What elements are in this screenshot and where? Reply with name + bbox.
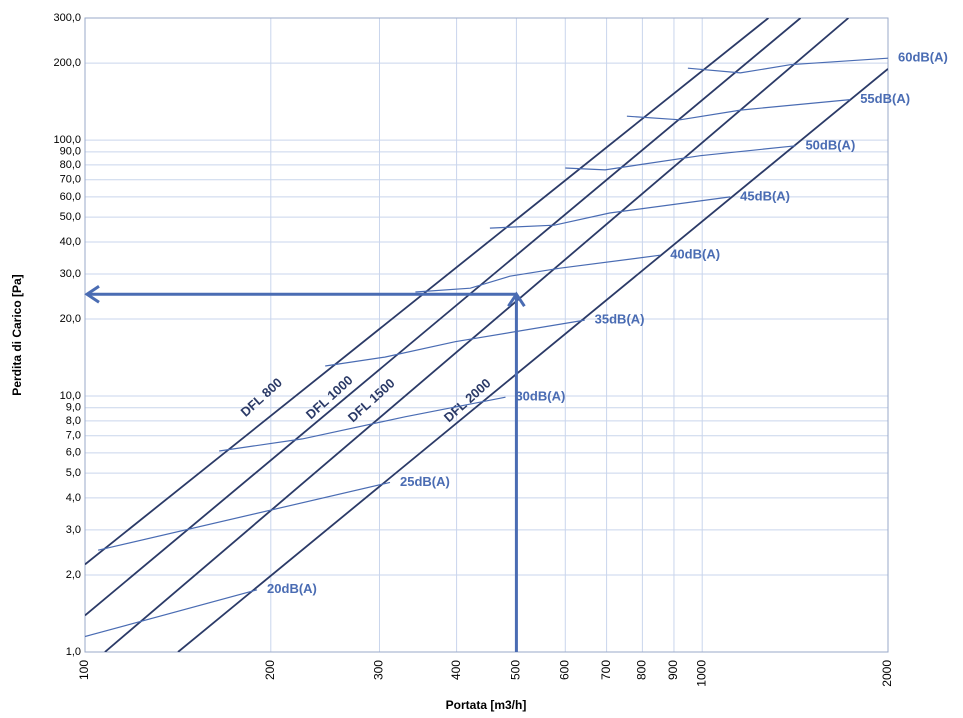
series-line: [104, 18, 849, 652]
line-label: DFL 800: [238, 375, 285, 420]
y-tick-label: 50,0: [60, 211, 81, 223]
line-label: 40dB(A): [670, 247, 720, 262]
y-tick-label: 40,0: [60, 236, 81, 248]
arrow-head: [84, 284, 100, 304]
arrow-head: [507, 291, 526, 308]
x-axis-title: Portata [m3/h]: [446, 698, 527, 712]
series-line: [626, 99, 851, 121]
x-tick-label: 300: [372, 660, 386, 680]
plot-frame: [84, 17, 889, 653]
series-line: [325, 319, 585, 367]
line-label: 60dB(A): [898, 50, 948, 65]
y-tick-label: 300,0: [53, 12, 81, 24]
y-tick-label: 7,0: [66, 430, 81, 442]
series-line: [177, 68, 888, 652]
y-tick-label: 8,0: [66, 415, 81, 427]
series-line: [85, 18, 802, 617]
line-label: 20dB(A): [267, 581, 317, 596]
y-tick-label: 30,0: [60, 268, 81, 280]
line-label: 45dB(A): [740, 188, 790, 203]
x-tick-label: 700: [599, 660, 613, 680]
y-tick-label: 70,0: [60, 174, 81, 186]
y-tick-label: 5,0: [66, 467, 81, 479]
x-tick-label: 2000: [880, 660, 894, 687]
line-label: 55dB(A): [860, 91, 910, 106]
series-line: [415, 254, 661, 293]
y-tick-label: 2,0: [66, 569, 81, 581]
series-line: [565, 145, 796, 171]
x-tick-label: 200: [263, 660, 277, 680]
y-axis-title: Perdita di Carico [Pa]: [10, 274, 24, 395]
x-tick-label: 1000: [694, 660, 708, 687]
series-line: [687, 57, 888, 74]
x-tick-label: 100: [77, 660, 91, 680]
y-tick-label: 4,0: [66, 492, 81, 504]
series-line: [97, 481, 391, 551]
series-line: [85, 589, 258, 638]
x-tick-label: 900: [666, 660, 680, 680]
y-tick-label: 60,0: [60, 191, 81, 203]
x-tick-label: 800: [635, 660, 649, 680]
x-tick-label: 600: [557, 660, 571, 680]
y-tick-label: 20,0: [60, 313, 81, 325]
x-tick-label: 500: [509, 660, 523, 680]
y-tick-label: 200,0: [53, 57, 81, 69]
line-label: 30dB(A): [515, 389, 565, 404]
series-line: [219, 396, 506, 452]
y-tick-label: 1,0: [66, 646, 81, 658]
y-tick-label: 9,0: [66, 402, 81, 414]
y-tick-label: 6,0: [66, 447, 81, 459]
y-tick-label: 10,0: [60, 390, 81, 402]
x-tick-label: 400: [449, 660, 463, 680]
y-tick-label: 100,0: [53, 134, 81, 146]
y-tick-label: 90,0: [60, 146, 81, 158]
y-tick-label: 80,0: [60, 159, 81, 171]
line-label: 50dB(A): [805, 137, 855, 152]
line-label: 35dB(A): [595, 312, 645, 327]
y-tick-label: 3,0: [66, 524, 81, 536]
line-label: 25dB(A): [400, 474, 450, 489]
series-line: [489, 196, 731, 229]
